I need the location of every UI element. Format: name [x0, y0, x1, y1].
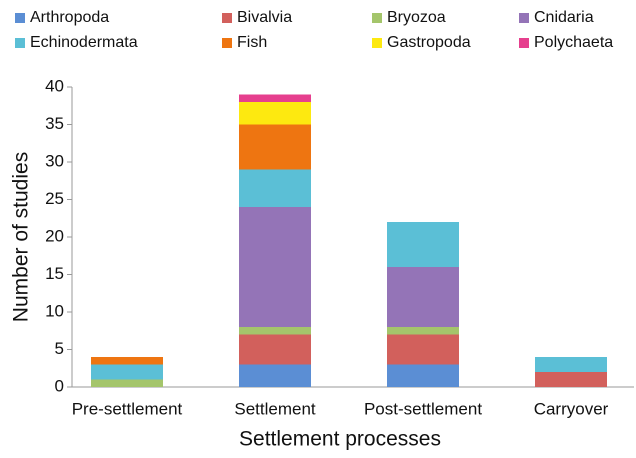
y-tick-label: 30: [45, 151, 64, 170]
y-tick-label: 20: [45, 226, 64, 245]
legend-swatch: [15, 38, 25, 48]
legend-swatch: [372, 38, 382, 48]
bar-segment: [387, 267, 459, 327]
legend-swatch: [519, 13, 529, 23]
legend-label: Fish: [237, 34, 267, 51]
y-axis-label: Number of studies: [10, 152, 33, 322]
bar-segment: [239, 334, 311, 365]
x-tick-label: Post-settlement: [364, 399, 482, 418]
bar-segment: [91, 357, 163, 365]
legend-label: Polychaeta: [534, 34, 613, 51]
legend-swatch: [519, 38, 529, 48]
y-tick-label: 5: [55, 339, 64, 358]
bar-segment: [535, 372, 607, 387]
x-tick-label: Carryover: [534, 399, 609, 418]
bar-segment: [239, 124, 311, 170]
bar-segment: [387, 327, 459, 335]
x-tick-label: Settlement: [234, 399, 316, 418]
legend-swatch: [372, 13, 382, 23]
bar-segment: [387, 222, 459, 267]
bar-segment: [535, 357, 607, 372]
bar-segment: [239, 327, 311, 335]
legend-swatch: [222, 13, 232, 23]
x-tick-label: Pre-settlement: [72, 399, 183, 418]
legend-label: Bryozoa: [387, 9, 446, 26]
y-tick-label: 0: [55, 376, 64, 395]
bar-segment: [239, 207, 311, 327]
y-tick-label: 35: [45, 114, 64, 133]
bar-segment: [387, 334, 459, 365]
legend-swatch: [222, 38, 232, 48]
x-axis-label: Settlement processes: [239, 428, 441, 451]
legend-label: Arthropoda: [30, 9, 109, 26]
legend-label: Echinodermata: [30, 34, 138, 51]
bar-segment: [387, 364, 459, 387]
y-tick-label: 25: [45, 189, 64, 208]
legend-label: Bivalvia: [237, 9, 292, 26]
legend-label: Gastropoda: [387, 34, 471, 51]
y-tick-label: 10: [45, 301, 64, 320]
bar-segment: [239, 169, 311, 207]
y-tick-label: 40: [45, 76, 64, 95]
bar-segment: [239, 102, 311, 125]
bar-segment: [91, 364, 163, 380]
legend-swatch: [15, 13, 25, 23]
bar-segment: [239, 94, 311, 102]
bar-segment: [91, 379, 163, 387]
legend-label: Cnidaria: [534, 9, 594, 26]
y-tick-label: 15: [45, 264, 64, 283]
bar-segment: [239, 364, 311, 387]
